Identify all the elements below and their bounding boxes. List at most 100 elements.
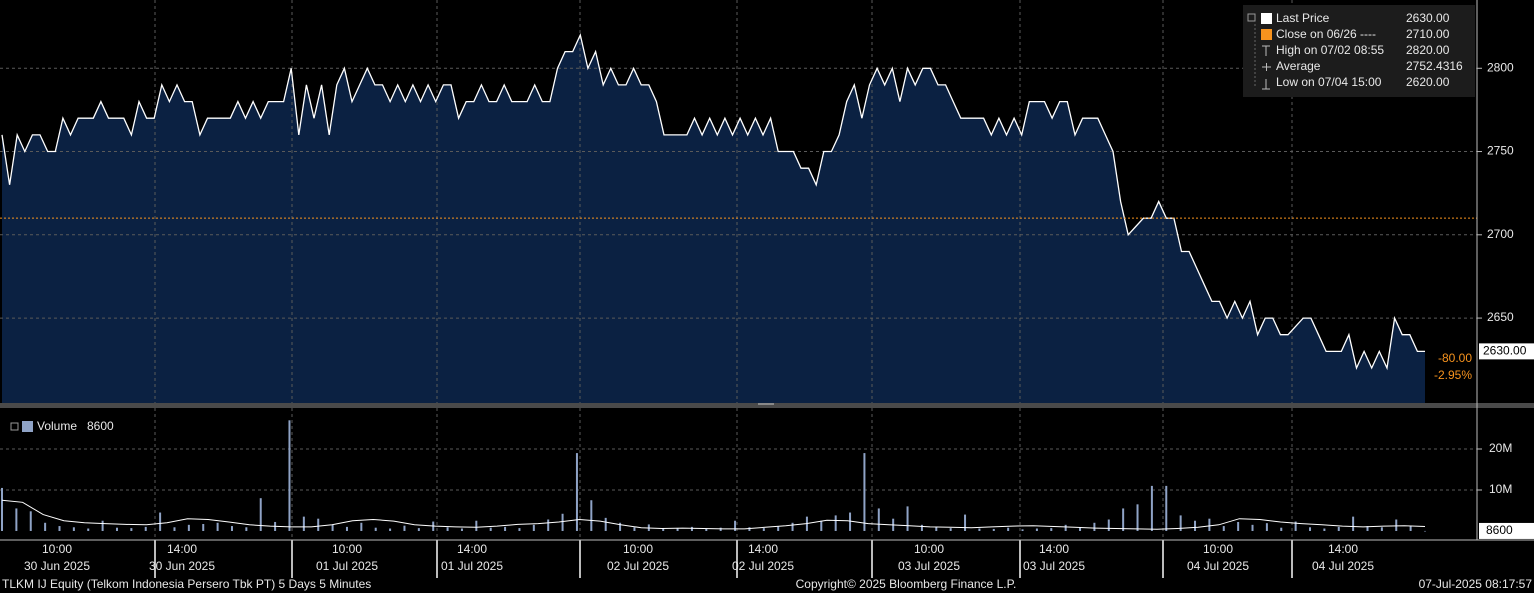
volume-bar xyxy=(1136,504,1139,531)
x-tick-time: 14:00 xyxy=(748,542,778,556)
x-tick-date: 30 Jun 2025 xyxy=(24,559,90,573)
volume-bar xyxy=(619,522,622,531)
x-tick-time: 10:00 xyxy=(42,542,72,556)
volume-bar xyxy=(87,528,90,531)
volume-legend-swatch xyxy=(22,421,33,432)
volume-bar xyxy=(360,522,363,531)
volume-bar xyxy=(1337,526,1340,531)
volume-bar xyxy=(44,522,47,531)
volume-bar xyxy=(72,527,75,531)
volume-bar xyxy=(1208,518,1211,531)
volume-bar xyxy=(777,526,780,531)
x-tick-time: 10:00 xyxy=(623,542,653,556)
volume-bar xyxy=(1179,515,1182,531)
volume-bar xyxy=(159,512,162,531)
x-tick-date: 03 Jul 2025 xyxy=(1023,559,1085,573)
volume-bar xyxy=(101,520,104,531)
legend-name: Close on 06/26 ---- xyxy=(1276,27,1376,41)
volume-bar xyxy=(475,520,478,531)
y-tick-label: 2650 xyxy=(1487,310,1514,324)
volume-bar xyxy=(230,526,233,531)
volume-bar xyxy=(1107,519,1110,531)
volume-bar xyxy=(604,517,607,531)
legend-collapse[interactable] xyxy=(1247,13,1256,22)
volume-bar xyxy=(820,520,823,531)
volume-bar xyxy=(1409,525,1412,531)
volume-bar xyxy=(302,516,305,531)
legend-value: 2820.00 xyxy=(1406,43,1450,57)
volume-bar xyxy=(1064,524,1067,531)
volume-legend-collapse[interactable] xyxy=(10,422,19,431)
y-tick-label: 10M xyxy=(1489,482,1512,496)
legend-value: 2752.4316 xyxy=(1406,59,1463,73)
volume-bar xyxy=(130,528,133,531)
last-price-label: 2630.00 xyxy=(1483,344,1527,358)
volume-bar xyxy=(1222,526,1225,531)
volume-bar xyxy=(446,527,449,531)
legend-value: 2630.00 xyxy=(1406,11,1450,25)
legend-swatch xyxy=(1261,13,1272,24)
legend-icon xyxy=(1262,79,1270,90)
legend-value: 2620.00 xyxy=(1406,75,1450,89)
volume-bar xyxy=(906,506,909,531)
last-price-box xyxy=(1479,343,1534,360)
volume-bar xyxy=(633,527,636,531)
price-line xyxy=(1,32,1425,371)
volume-bar xyxy=(863,453,866,531)
x-tick-date: 02 Jul 2025 xyxy=(732,559,794,573)
y-tick-label: 2750 xyxy=(1487,144,1514,158)
volume-bar xyxy=(1294,521,1297,531)
x-tick-date: 04 Jul 2025 xyxy=(1312,559,1374,573)
volume-bar xyxy=(216,522,219,531)
volume-bar xyxy=(1021,529,1024,531)
volume-bar xyxy=(705,528,708,531)
volume-bar xyxy=(345,526,348,531)
legend-box xyxy=(1243,5,1475,97)
footer-timestamp: 07-Jul-2025 08:17:57 xyxy=(1419,577,1533,591)
volume-bar xyxy=(978,528,981,531)
legend-name: Average xyxy=(1276,59,1321,73)
volume-bar xyxy=(1251,524,1254,531)
volume-bar xyxy=(403,525,406,531)
y-tick-label: 2700 xyxy=(1487,227,1514,241)
price-area xyxy=(2,35,1425,403)
volume-bar xyxy=(518,528,521,531)
x-tick-time: 14:00 xyxy=(1328,542,1358,556)
volume-bar xyxy=(1007,527,1010,531)
volume-average-line xyxy=(1,499,1426,530)
volume-bar xyxy=(374,527,377,531)
panel-handle[interactable] xyxy=(758,403,774,405)
volume-bar xyxy=(1050,528,1053,531)
legend-icon xyxy=(1262,45,1270,56)
volume-bar xyxy=(1352,516,1355,531)
volume-bar xyxy=(245,527,248,531)
volume-bar xyxy=(1366,526,1369,531)
footer-security: TLKM IJ Equity (Telkom Indonesia Persero… xyxy=(2,577,371,591)
volume-bar xyxy=(791,522,794,531)
x-tick-time: 14:00 xyxy=(167,542,197,556)
x-tick-date: 01 Jul 2025 xyxy=(441,559,503,573)
volume-bar xyxy=(1280,527,1283,531)
panel-separator xyxy=(0,403,1534,408)
volume-bar xyxy=(964,514,967,531)
volume-bar xyxy=(920,524,923,531)
last-volume-box xyxy=(1479,522,1534,539)
volume-bar xyxy=(1,487,3,531)
volume-bar xyxy=(1035,528,1038,531)
legend-name: Last Price xyxy=(1276,11,1330,25)
legend-name: High on 07/02 08:55 xyxy=(1276,43,1384,57)
volume-bar xyxy=(662,528,665,531)
volume-bar xyxy=(1380,527,1383,531)
legend-swatch xyxy=(1261,29,1272,40)
volume-bar xyxy=(1194,520,1197,531)
y-tick-label: 20M xyxy=(1489,441,1512,455)
volume-bar xyxy=(288,420,291,531)
volume-bar xyxy=(504,526,507,531)
volume-bar xyxy=(1395,519,1398,531)
volume-bar xyxy=(460,528,463,531)
volume-bar xyxy=(202,524,205,531)
x-tick-date: 04 Jul 2025 xyxy=(1187,559,1249,573)
volume-bar xyxy=(834,515,837,531)
volume-bar xyxy=(144,526,147,531)
volume-bar xyxy=(1309,527,1312,531)
